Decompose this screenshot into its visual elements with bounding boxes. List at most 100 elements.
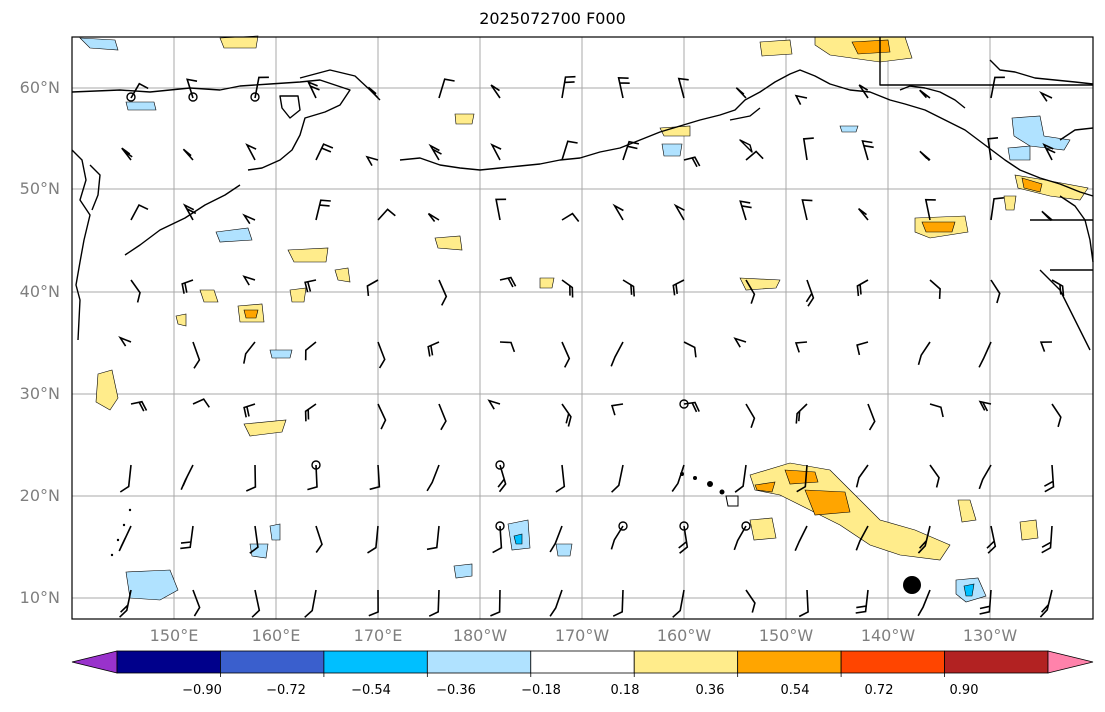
wind-barb bbox=[986, 525, 997, 554]
wind-barb bbox=[978, 464, 992, 490]
wind-barb bbox=[192, 589, 201, 617]
lat-label: 20°N bbox=[19, 486, 60, 505]
colorbar-tick-label: 0.36 bbox=[695, 683, 725, 698]
wind-barb bbox=[735, 87, 747, 99]
wind-barb bbox=[1041, 210, 1053, 222]
wind-barb bbox=[612, 589, 624, 617]
negative-anomaly-fill bbox=[79, 37, 1071, 603]
wind-barb bbox=[306, 80, 320, 99]
wind-barb bbox=[490, 84, 501, 99]
wind-barb bbox=[182, 148, 194, 161]
colorbar-segment bbox=[116, 650, 221, 674]
wind-barb bbox=[1039, 589, 1053, 618]
wind-barb bbox=[979, 589, 992, 615]
wind-barb bbox=[856, 279, 869, 297]
wind-barb bbox=[1039, 341, 1053, 352]
wind-barb bbox=[857, 207, 869, 221]
lat-label: 60°N bbox=[19, 78, 60, 97]
lat-label: 10°N bbox=[19, 588, 60, 607]
wind-barb bbox=[919, 150, 931, 162]
wind-barb bbox=[119, 464, 132, 493]
wind-barb bbox=[499, 341, 516, 353]
wind-barb bbox=[672, 589, 685, 618]
lon-label: 130°W bbox=[962, 626, 1018, 645]
wind-barb bbox=[802, 137, 814, 161]
wind-barb bbox=[673, 203, 685, 221]
wind-barb bbox=[855, 464, 869, 488]
wind-barb bbox=[315, 525, 323, 553]
wind-barb bbox=[438, 78, 455, 99]
colorbar-tick-label: −0.36 bbox=[436, 683, 476, 698]
wind-barb bbox=[130, 203, 149, 221]
wind-barb bbox=[678, 525, 689, 554]
wind-barb bbox=[561, 403, 572, 427]
wind-barb bbox=[919, 89, 931, 99]
wind-barb bbox=[745, 150, 764, 161]
wind-barb bbox=[428, 589, 440, 617]
wind-barb bbox=[677, 77, 689, 99]
wind-barb bbox=[490, 589, 501, 617]
wind-barb bbox=[180, 525, 194, 550]
wind-barb bbox=[192, 398, 210, 408]
wind-barb bbox=[549, 525, 563, 553]
wind-barb bbox=[369, 464, 381, 491]
wind-barb bbox=[130, 400, 148, 412]
wind-barb bbox=[990, 76, 1005, 99]
wind-barb bbox=[739, 200, 752, 221]
wind-barb bbox=[801, 199, 813, 221]
wind-barb bbox=[304, 589, 317, 618]
wind-barb bbox=[130, 279, 141, 303]
wind-barb bbox=[1044, 464, 1055, 493]
wind-barb bbox=[745, 589, 756, 613]
wind-barb bbox=[610, 403, 624, 416]
wind-barb bbox=[929, 403, 944, 418]
wind-barb bbox=[856, 341, 869, 356]
coastlines bbox=[71, 37, 1094, 351]
wind-barb bbox=[367, 86, 379, 99]
wind-barbs bbox=[118, 75, 1065, 618]
wind-barb bbox=[1051, 279, 1065, 297]
wind-barb bbox=[794, 525, 808, 552]
wind-barb bbox=[377, 341, 386, 369]
wind-barb bbox=[487, 399, 501, 410]
wind-barb bbox=[1051, 403, 1062, 428]
wind-barb bbox=[683, 341, 697, 358]
wind-barb bbox=[990, 197, 1004, 221]
wind-barb bbox=[855, 589, 869, 614]
wind-barb bbox=[561, 140, 578, 161]
wind-barb bbox=[734, 464, 747, 493]
wind-barb bbox=[672, 279, 685, 296]
wind-barb bbox=[549, 589, 563, 617]
wind-barb bbox=[917, 589, 931, 617]
wind-barb bbox=[610, 341, 624, 367]
wind-barb bbox=[561, 212, 580, 222]
wind-barb bbox=[617, 76, 630, 99]
lon-label: 180°W bbox=[452, 626, 508, 645]
wind-barb bbox=[426, 464, 440, 492]
colorbar-tick-label: −0.72 bbox=[266, 683, 306, 698]
colorbar-extend-high bbox=[1047, 650, 1094, 674]
wind-barb bbox=[798, 589, 809, 618]
wind-barb bbox=[254, 76, 269, 99]
wind-barb bbox=[929, 464, 940, 488]
lat-label: 30°N bbox=[19, 384, 60, 403]
wind-barb bbox=[733, 525, 747, 551]
wind-barb bbox=[365, 155, 379, 166]
wind-barb bbox=[366, 279, 379, 296]
calm-wind-circles bbox=[126, 92, 751, 531]
wind-barb bbox=[1042, 142, 1056, 161]
wind-barb bbox=[794, 94, 808, 105]
wind-barb bbox=[243, 341, 256, 364]
wind-barb bbox=[315, 143, 334, 161]
wind-barb bbox=[611, 464, 624, 493]
wind-barb bbox=[794, 341, 808, 353]
colorbar-tick-label: 0.90 bbox=[949, 683, 979, 698]
wind-barb bbox=[427, 212, 440, 222]
colorbar-tick-label: 0.18 bbox=[610, 683, 640, 698]
wind-barb bbox=[245, 143, 257, 161]
wind-barb bbox=[428, 143, 442, 161]
wind-barb bbox=[795, 403, 808, 424]
wind-barb bbox=[368, 589, 379, 617]
colorbar-segment bbox=[220, 650, 325, 674]
